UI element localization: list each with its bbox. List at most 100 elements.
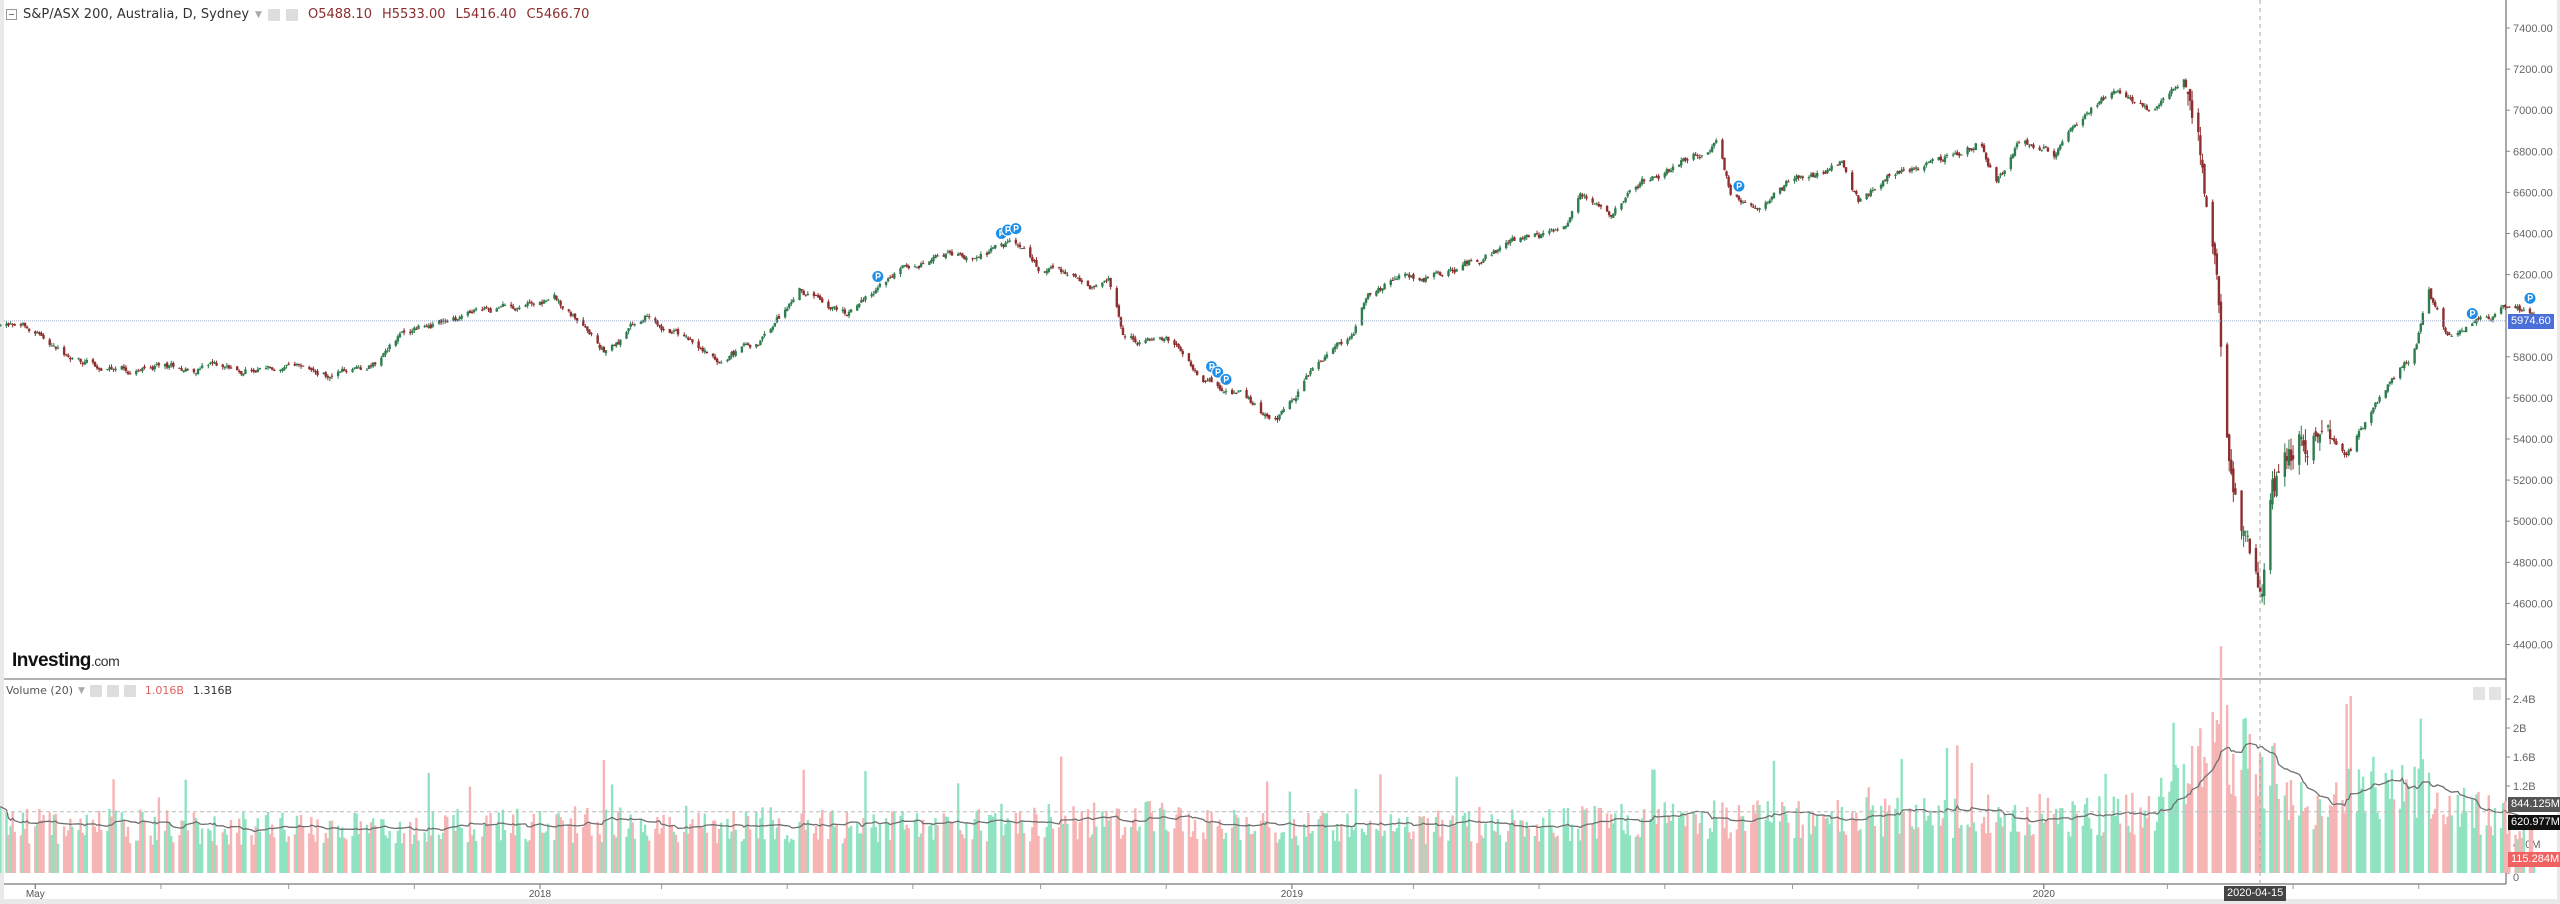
volume-bar: [1278, 839, 1281, 873]
candle: [165, 361, 169, 370]
candle: [1191, 364, 1195, 372]
candle-body: [65, 354, 68, 356]
volume-bar: [2182, 763, 2186, 873]
candle-body: [165, 362, 169, 368]
volume-bar: [128, 843, 132, 873]
candle: [668, 328, 671, 334]
candle: [1842, 160, 1846, 169]
candle-body: [223, 367, 227, 369]
candle-body: [141, 367, 144, 372]
candle-body: [1152, 338, 1156, 340]
volume-bar: [1360, 828, 1364, 873]
volume-bar: [2141, 827, 2144, 873]
settings-icon[interactable]: [106, 684, 119, 697]
candle-body: [2024, 140, 2027, 144]
candle-body: [2427, 289, 2431, 314]
candle-body: [2372, 407, 2375, 413]
candle-body: [1504, 242, 1508, 249]
candle-body: [1591, 198, 1594, 203]
candle: [1713, 142, 1716, 149]
volume-bar: [1640, 818, 1644, 873]
candle: [2096, 102, 2099, 109]
time-tick-label: May: [26, 889, 45, 900]
pane-maximize-icon[interactable]: [2489, 687, 2501, 700]
candle: [660, 323, 663, 333]
settings-icon[interactable]: [285, 8, 298, 21]
volume-bar: [2059, 808, 2062, 873]
candle: [1290, 397, 1294, 404]
candle: [691, 339, 694, 345]
dividend-marker: [1009, 222, 1023, 236]
volume-bar: [1642, 809, 1646, 873]
candle-body: [1958, 153, 1961, 156]
candle: [1095, 284, 1098, 288]
volume-bar: [42, 814, 45, 873]
candle: [1146, 337, 1149, 342]
volume-bar: [2298, 815, 2301, 873]
candle-body: [184, 368, 187, 372]
volume-bar: [1101, 811, 1104, 873]
volume-bar: [2471, 798, 2474, 873]
volume-bar: [921, 819, 925, 873]
candle-body: [524, 305, 527, 307]
price-tick-label: 5800.00: [2513, 352, 2553, 364]
volume-title[interactable]: Volume (20): [6, 684, 73, 697]
marker-letter-icon: [2527, 294, 2533, 302]
symbol-title[interactable]: S&P/ASX 200, Australia, D, Sydney: [23, 7, 250, 22]
volume-bar: [631, 822, 634, 873]
candle: [1439, 271, 1442, 277]
pane-move-up-icon[interactable]: [2473, 687, 2485, 700]
collapse-icon[interactable]: [6, 9, 17, 20]
volume-bar: [38, 808, 41, 873]
candle-body: [1138, 342, 1141, 345]
candle-body: [625, 332, 628, 339]
volume-bar: [699, 826, 702, 873]
candle-body: [1331, 348, 1335, 354]
volume-bar: [1237, 817, 1240, 873]
volume-bar: [2190, 745, 2194, 873]
candle: [2493, 312, 2497, 319]
volume-bar: [561, 820, 564, 873]
candle-body: [489, 308, 492, 313]
chevron-down-icon[interactable]: ▼: [78, 685, 85, 696]
candle-body: [128, 373, 132, 375]
volume-bar: [2215, 720, 2219, 873]
volume-bar: [1095, 826, 1098, 873]
candle: [1389, 278, 1392, 288]
candle-body: [353, 367, 356, 369]
close-icon[interactable]: [123, 684, 136, 697]
ohlc-open: O5488.10: [307, 7, 372, 22]
volume-bar: [36, 823, 39, 873]
chevron-down-icon[interactable]: ▼: [255, 9, 262, 20]
candle-body: [1956, 152, 1959, 155]
candle: [1725, 170, 1728, 179]
candle: [1564, 225, 1568, 230]
eye-icon[interactable]: [89, 684, 102, 697]
candle: [258, 367, 262, 371]
candle: [409, 329, 412, 336]
volume-bar: [2024, 835, 2027, 873]
volume-bar: [1865, 797, 1868, 873]
candle: [600, 345, 603, 351]
candle: [1006, 238, 1009, 244]
volume-bar: [1989, 832, 1992, 873]
marker-letter-icon: [1215, 368, 1221, 376]
candle-body: [530, 302, 533, 304]
candle-body: [122, 366, 126, 369]
candle-body: [584, 326, 587, 328]
volume-bar: [1519, 820, 1522, 873]
candle-body: [555, 295, 558, 300]
price-tick-label: 6800.00: [2513, 146, 2553, 158]
volume-bar: [1383, 830, 1386, 873]
candle: [42, 333, 45, 340]
volume-bar: [1162, 809, 1166, 873]
candle-body: [1669, 170, 1673, 173]
candle: [2003, 170, 2006, 177]
eye-icon[interactable]: [267, 8, 280, 21]
candle-body: [2112, 90, 2116, 94]
volume-bar: [470, 835, 474, 873]
candle: [1088, 284, 1092, 290]
candle: [985, 251, 989, 258]
volume-bar: [2155, 821, 2159, 873]
